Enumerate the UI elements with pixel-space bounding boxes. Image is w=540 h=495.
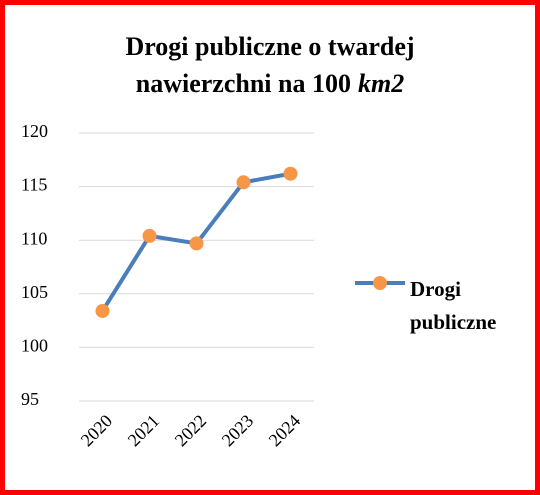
chart-title-unit: km2: [358, 69, 404, 98]
y-tick-label: 110: [21, 228, 47, 248]
data-point: [95, 303, 110, 318]
x-tick-label: 2023: [218, 411, 258, 451]
data-point: [142, 228, 157, 243]
x-tick-label: 2021: [124, 411, 164, 451]
chart-title-part: nawierzchni na 100: [136, 69, 351, 98]
legend-label: Drogi publiczne: [410, 277, 497, 334]
y-tick-label: 120: [21, 121, 48, 141]
y-tick-label: 115: [21, 175, 47, 195]
x-tick-label: 2020: [77, 411, 117, 451]
chart-title: nawierzchni na 100 km2: [136, 69, 404, 98]
y-tick-label: 95: [21, 389, 39, 409]
legend-marker: [373, 276, 387, 290]
x-tick-label: 2024: [265, 411, 305, 451]
chart: Drogi publiczne o twardej nawierzchni na…: [21, 32, 415, 451]
data-point: [236, 175, 251, 190]
y-tick-label: 100: [21, 336, 48, 356]
x-tick-label: 2022: [171, 411, 211, 451]
y-tick-label: 105: [21, 282, 48, 302]
chart-title: Drogi publiczne o twardej: [125, 32, 414, 61]
data-point: [189, 236, 204, 251]
data-point: [283, 166, 298, 181]
